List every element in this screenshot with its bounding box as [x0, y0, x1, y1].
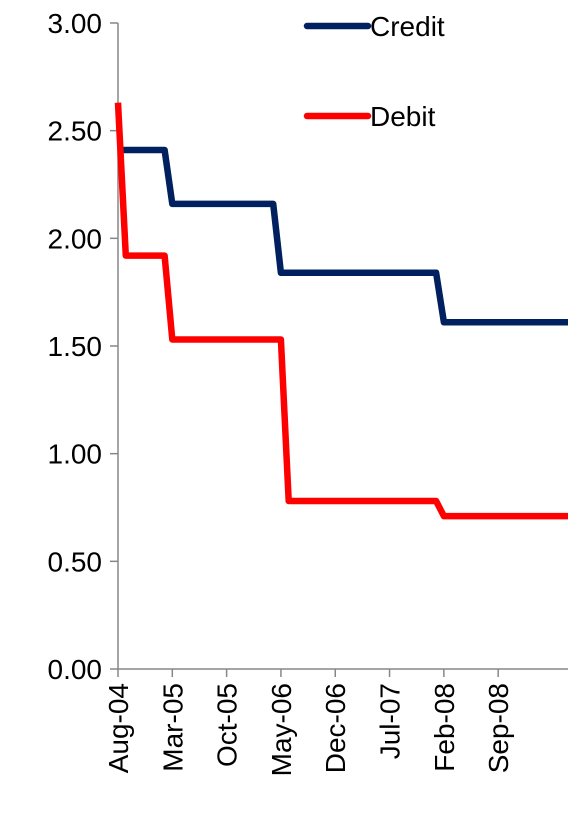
legend-label-credit: Credit [370, 11, 445, 42]
series-layer [114, 102, 568, 520]
y-tick-label: 2.50 [48, 116, 103, 147]
y-tick-label: 1.00 [48, 439, 103, 470]
legend-label-debit: Debit [370, 101, 436, 132]
y-axis: 0.00 0.50 1.00 1.50 2.00 2.50 3.00 [48, 8, 119, 685]
x-tick-label: Aug-04 [103, 683, 134, 773]
y-tick-label: 3.00 [48, 8, 103, 39]
y-tick-label: 0.50 [48, 546, 103, 577]
legend: Credit Debit [303, 11, 445, 132]
x-tick-label: Oct-05 [212, 683, 243, 767]
series-line-credit [118, 146, 568, 326]
x-tick-label: Dec-06 [320, 683, 351, 773]
x-tick-label: May-06 [266, 683, 297, 776]
y-tick-label: 0.00 [48, 654, 103, 685]
y-tick-label: 2.00 [48, 223, 103, 254]
x-tick-label: Feb-08 [429, 683, 460, 772]
y-tick-label: 1.50 [48, 331, 103, 362]
series-line-debit [114, 102, 568, 520]
x-tick-label: Sep-08 [483, 683, 514, 773]
x-tick-label: Jul-07 [375, 683, 406, 759]
x-tick-label: Mar-05 [157, 683, 188, 772]
x-axis: Aug-04 Mar-05 Oct-05 May-06 Dec-06 Jul-07 Feb-… [103, 668, 568, 776]
